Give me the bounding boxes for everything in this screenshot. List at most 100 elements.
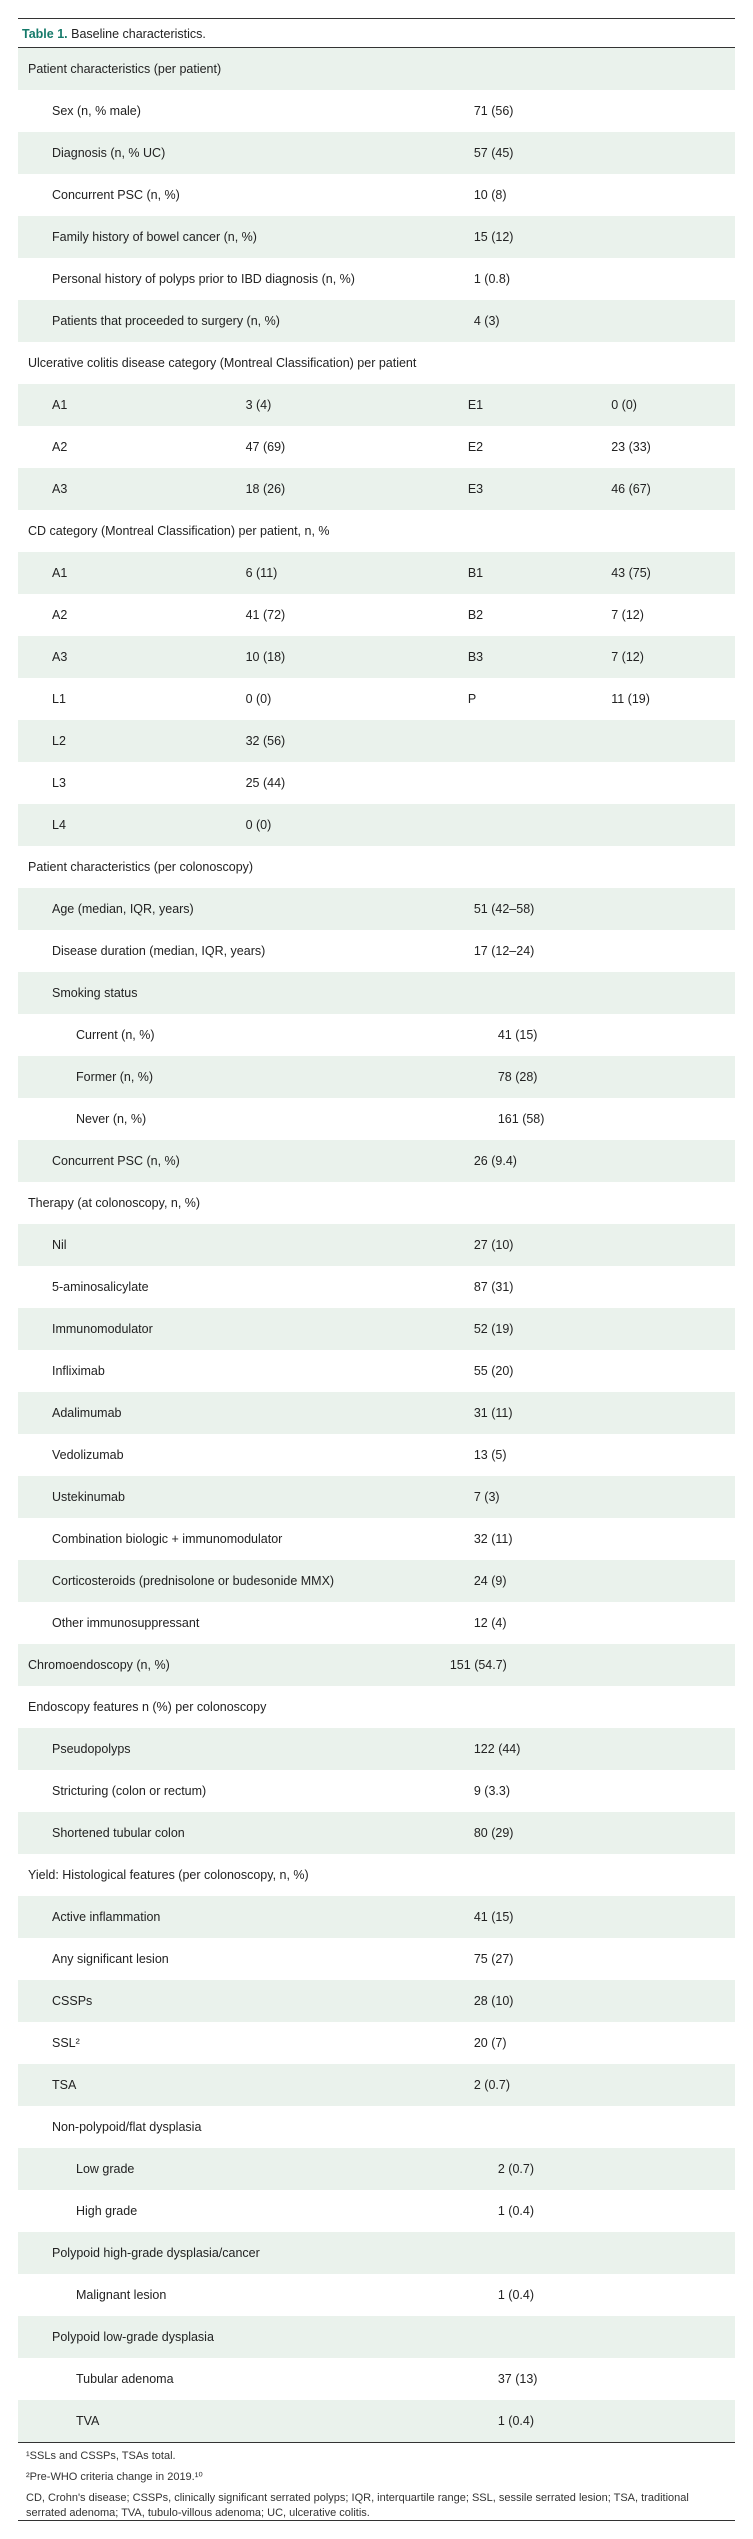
row-value: 78 (28) [492,1070,753,1084]
table-row: Former (n, %)78 (28) [18,1056,735,1098]
row-value-a: 47 (69) [246,440,468,454]
footnote-3: CD, Crohn's disease; CSSPs, clinically s… [18,2485,735,2521]
baseline-characteristics-table: Table 1. Baseline characteristics. Patie… [18,18,735,2521]
table-row: Adalimumab31 (11) [18,1392,735,1434]
table-row: TSA2 (0.7) [18,2064,735,2106]
row-value: 52 (19) [468,1322,753,1336]
row-label: Non-polypoid/flat dysplasia [18,2120,468,2134]
table-row: Combination biologic + immunomodulator32… [18,1518,735,1560]
row-value: 31 (11) [468,1406,753,1420]
row-label: Infliximab [18,1364,468,1378]
row-value: 2 (0.7) [468,2078,753,2092]
row-label: Patients that proceeded to surgery (n, %… [18,314,468,328]
row-label: 5-aminosalicylate [18,1280,468,1294]
table-row: Shortened tubular colon80 (29) [18,1812,735,1854]
row-value: 75 (27) [468,1952,753,1966]
row-value: 28 (10) [468,1994,753,2008]
row-value: 41 (15) [492,1028,753,1042]
row-value: 4 (3) [468,314,753,328]
row-value: 87 (31) [468,1280,753,1294]
table-row: Polypoid low-grade dysplasia [18,2316,735,2358]
row-value-b: 43 (75) [611,566,753,580]
row-value-a: 10 (18) [246,650,468,664]
row-label: Age (median, IQR, years) [18,902,468,916]
row-code-b: E1 [468,398,611,412]
table-row: Never (n, %)161 (58) [18,1098,735,1140]
row-value: 51 (42–58) [468,902,753,916]
row-value: 20 (7) [468,2036,753,2050]
table-row: Patient characteristics (per colonoscopy… [18,846,735,888]
row-label: Stricturing (colon or rectum) [18,1784,468,1798]
row-value: 1 (0.4) [492,2204,753,2218]
table-row: Corticosteroids (prednisolone or budeson… [18,1560,735,1602]
row-label: Shortened tubular colon [18,1826,468,1840]
row-label: Smoking status [18,986,468,1000]
table-row: Chromoendoscopy (n, %)151 (54.7) [18,1644,735,1686]
row-value-b: 23 (33) [611,440,753,454]
row-code-a: A2 [18,608,246,622]
table-row: Active inflammation41 (15) [18,1896,735,1938]
row-label: Nil [18,1238,468,1252]
section-header: Therapy (at colonoscopy, n, %) [18,1196,745,1210]
row-value: 1 (0.4) [492,2288,753,2302]
row-label: Corticosteroids (prednisolone or budeson… [18,1574,468,1588]
section-header: Endoscopy features n (%) per colonoscopy [18,1700,745,1714]
table-number: Table 1. [22,27,68,41]
table-row: Other immunosuppressant12 (4) [18,1602,735,1644]
table-row: Tubular adenoma37 (13) [18,2358,735,2400]
table-row: Infliximab55 (20) [18,1350,735,1392]
table-row: Polypoid high-grade dysplasia/cancer [18,2232,735,2274]
table-row: A16 (11)B143 (75) [18,552,735,594]
row-value: 122 (44) [468,1742,753,1756]
row-value-b: 46 (67) [611,482,753,496]
table-row: A247 (69)E223 (33) [18,426,735,468]
row-label: Concurrent PSC (n, %) [18,188,468,202]
row-value-a: 18 (26) [246,482,468,496]
table-row: Pseudopolyps122 (44) [18,1728,735,1770]
row-value: 27 (10) [468,1238,753,1252]
table-title-row: Table 1. Baseline characteristics. [18,19,735,48]
row-value: 15 (12) [468,230,753,244]
row-value: 17 (12–24) [468,944,753,958]
row-value-b: 7 (12) [611,650,753,664]
table-row: A310 (18)B37 (12) [18,636,735,678]
row-value: 2 (0.7) [492,2162,753,2176]
table-row: L40 (0) [18,804,735,846]
row-label: High grade [18,2204,492,2218]
table-row: Diagnosis (n, % UC)57 (45) [18,132,735,174]
table-row: CD category (Montreal Classification) pe… [18,510,735,552]
table-row: Low grade2 (0.7) [18,2148,735,2190]
row-label: Pseudopolyps [18,1742,468,1756]
row-label: Polypoid low-grade dysplasia [18,2330,468,2344]
table-row: A241 (72)B27 (12) [18,594,735,636]
footnote-2: ²Pre-WHO criteria change in 2019.¹⁰ [18,2464,735,2485]
table-row: Current (n, %)41 (15) [18,1014,735,1056]
table-row: Non-polypoid/flat dysplasia [18,2106,735,2148]
row-value: 9 (3.3) [468,1784,753,1798]
section-header: Yield: Histological features (per colono… [18,1868,745,1882]
row-value: 37 (13) [492,2372,753,2386]
table-row: Sex (n, % male)71 (56) [18,90,735,132]
table-row: 5-aminosalicylate87 (31) [18,1266,735,1308]
row-label: Vedolizumab [18,1448,468,1462]
table-row: A13 (4)E10 (0) [18,384,735,426]
row-value: 1 (0.8) [468,272,753,286]
table-row: L325 (44) [18,762,735,804]
section-header: Patient characteristics (per patient) [18,62,745,76]
row-label: Never (n, %) [18,1112,492,1126]
row-value: 161 (58) [492,1112,753,1126]
row-value-b: 0 (0) [611,398,753,412]
row-label: Former (n, %) [18,1070,492,1084]
row-value: 13 (5) [468,1448,753,1462]
table-row: CSSPs28 (10) [18,1980,735,2022]
table-row: Patient characteristics (per patient) [18,48,735,90]
table-row: Patients that proceeded to surgery (n, %… [18,300,735,342]
table-row: TVA1 (0.4) [18,2400,735,2442]
row-value: 41 (15) [468,1910,753,1924]
row-value-a: 6 (11) [246,566,468,580]
row-value: 12 (4) [468,1616,753,1630]
table-row: Vedolizumab13 (5) [18,1434,735,1476]
row-value-a: 41 (72) [246,608,468,622]
row-value: 7 (3) [468,1490,753,1504]
row-value: 55 (20) [468,1364,753,1378]
